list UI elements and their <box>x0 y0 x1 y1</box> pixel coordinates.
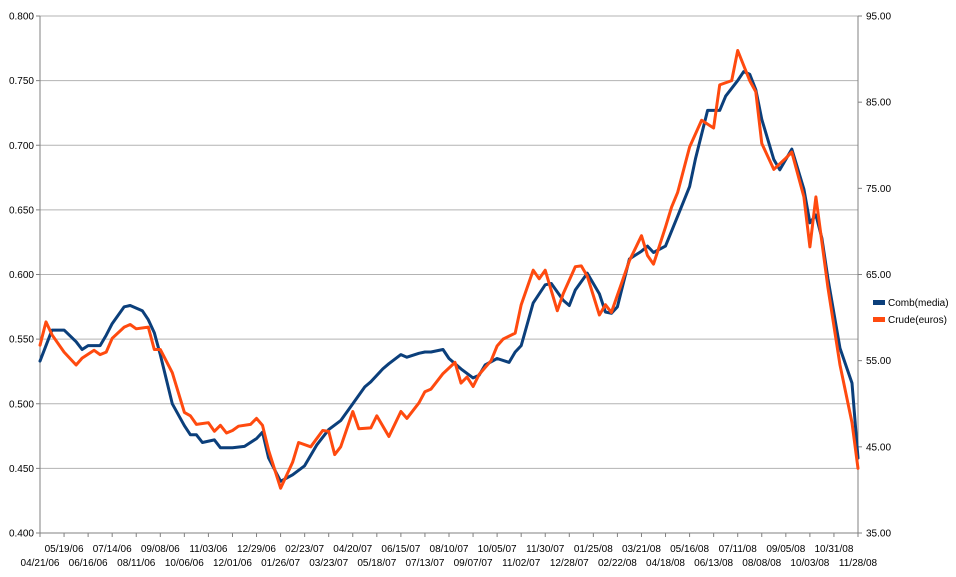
x-tick-label: 07/14/06 <box>93 544 132 555</box>
y-tick-label: 0.800 <box>9 12 34 23</box>
x-tick-label: 11/28/08 <box>839 558 878 569</box>
y-tick-label: 0.600 <box>9 270 34 281</box>
x-tick-label: 07/11/08 <box>719 544 758 555</box>
y2-tick-label: 35.00 <box>866 529 891 540</box>
x-tick-label: 11/02/07 <box>502 558 541 569</box>
y2-tick-label: 45.00 <box>866 442 891 453</box>
x-tick-label: 10/06/06 <box>165 558 204 569</box>
gridlines <box>40 15 858 534</box>
x-tick-label: 03/23/07 <box>309 558 348 569</box>
x-tick-label: 10/31/08 <box>814 544 853 555</box>
y2-tick-label: 95.00 <box>866 12 891 23</box>
x-tick-label: 06/15/07 <box>381 544 420 555</box>
x-tick-label: 02/22/08 <box>598 558 637 569</box>
y-tick-label: 0.650 <box>9 205 34 216</box>
x-tick-label: 05/19/06 <box>45 544 84 555</box>
series-line-comb-media <box>38 70 860 483</box>
right-axis-ticks: 35.00 45.00 55.00 65.00 75.00 85.00 95.00 <box>858 12 891 540</box>
x-tick-label: 07/13/07 <box>405 558 444 569</box>
x-tick-label: 05/16/08 <box>670 544 709 555</box>
series-line-crude-euros <box>38 49 860 490</box>
x-tick-label: 06/13/08 <box>694 558 733 569</box>
y-tick-label: 0.700 <box>9 141 34 152</box>
x-tick-label: 11/30/07 <box>526 544 565 555</box>
x-tick-label: 09/08/06 <box>141 544 180 555</box>
x-tick-label: 10/05/07 <box>478 544 517 555</box>
legend-label: Comb(media) <box>888 298 949 309</box>
y-tick-label: 0.500 <box>9 399 34 410</box>
x-tick-label: 04/18/08 <box>646 558 685 569</box>
x-tick-label: 02/23/07 <box>285 544 324 555</box>
x-tick-label: 11/03/06 <box>189 544 228 555</box>
y2-tick-label: 65.00 <box>866 270 891 281</box>
x-tick-label: 12/29/06 <box>237 544 276 555</box>
x-tick-label: 01/26/07 <box>261 558 300 569</box>
legend-swatch <box>873 300 885 305</box>
series-lines <box>38 49 860 490</box>
y-tick-label: 0.550 <box>9 335 34 346</box>
x-tick-label: 12/01/06 <box>213 558 252 569</box>
x-tick-label: 08/11/06 <box>117 558 156 569</box>
x-tick-label: 03/21/08 <box>622 544 661 555</box>
x-axis-ticks: 04/21/06 05/19/06 06/16/06 07/14/06 08/11/06… <box>21 533 878 569</box>
x-tick-label: 08/08/08 <box>742 558 781 569</box>
legend: Comb(media) Crude(euros) <box>873 298 949 326</box>
y2-tick-label: 55.00 <box>866 356 891 367</box>
x-tick-label: 05/18/07 <box>357 558 396 569</box>
x-tick-label: 06/16/06 <box>69 558 108 569</box>
x-tick-label: 10/03/08 <box>790 558 829 569</box>
x-tick-label: 04/20/07 <box>333 544 372 555</box>
legend-label: Crude(euros) <box>888 315 947 326</box>
x-tick-label: 01/25/08 <box>574 544 613 555</box>
y-tick-label: 0.450 <box>9 464 34 475</box>
y-tick-label: 0.750 <box>9 76 34 87</box>
left-axis-ticks: 0.400 0.450 0.500 0.550 0.600 0.650 0.700 0.750… <box>9 12 40 540</box>
y2-tick-label: 85.00 <box>866 98 891 109</box>
x-tick-label: 09/07/07 <box>454 558 493 569</box>
y2-tick-label: 75.00 <box>866 184 891 195</box>
x-tick-label: 08/10/07 <box>430 544 469 555</box>
x-tick-label: 12/28/07 <box>550 558 589 569</box>
legend-swatch <box>873 317 885 322</box>
x-tick-label: 04/21/06 <box>21 558 60 569</box>
y-tick-label: 0.400 <box>9 529 34 540</box>
x-tick-label: 09/05/08 <box>766 544 805 555</box>
